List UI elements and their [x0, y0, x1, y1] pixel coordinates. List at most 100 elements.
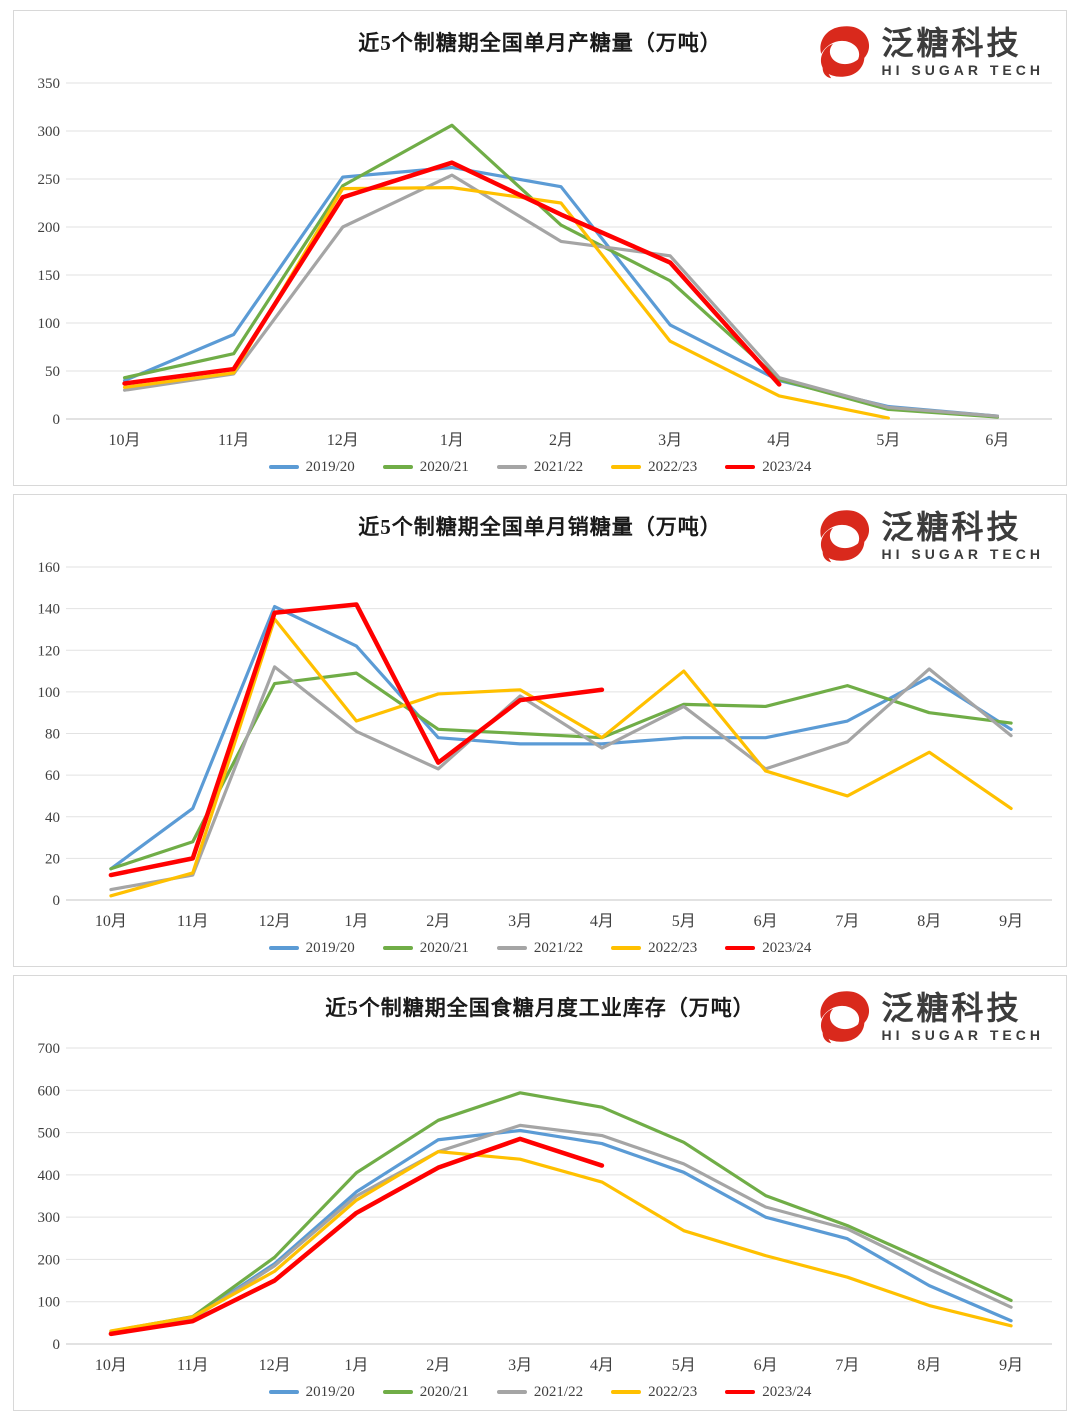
x-tick-label: 9月	[999, 1357, 1023, 1374]
y-tick-label: 100	[38, 685, 61, 701]
legend-swatch	[611, 1390, 642, 1394]
x-tick-label: 1月	[344, 913, 368, 930]
legend-swatch	[725, 465, 756, 469]
legend-swatch	[725, 946, 756, 950]
y-tick-label: 160	[38, 560, 61, 576]
x-tick-label: 4月	[590, 913, 614, 930]
series-line-2021/22	[122, 173, 1000, 418]
x-tick-label: 9月	[999, 913, 1023, 930]
x-tick-label: 5月	[876, 432, 900, 449]
chart-legend-sales: 2019/20 2020/21 2021/22 2022/23 2023/24	[14, 936, 1066, 960]
x-tick-label: 2月	[426, 1357, 450, 1374]
legend-item-2019/20: 2019/20	[268, 939, 355, 957]
legend-label: 2020/21	[419, 939, 469, 956]
y-tick-label: 300	[38, 1210, 61, 1226]
legend-label: 2021/22	[533, 939, 584, 956]
brand-name-cn: 泛糖科技	[881, 509, 1022, 545]
sugar-swirl-icon	[819, 991, 869, 1044]
x-tick-label: 6月	[754, 1357, 778, 1374]
y-tick-label: 40	[45, 810, 60, 826]
legend-item-2020/21: 2020/21	[382, 1383, 469, 1401]
legend-swatch	[382, 465, 413, 469]
panel-header: 近5个制糖期全国食糖月度工业库存（万吨） 泛糖科技 HI SUGAR TECH	[14, 986, 1066, 1044]
y-tick-label: 700	[38, 1041, 61, 1057]
brand-name-cn: 泛糖科技	[881, 25, 1022, 61]
y-tick-label: 200	[38, 1252, 61, 1268]
y-tick-label: 500	[38, 1126, 61, 1142]
legend-swatch	[725, 1390, 756, 1394]
legend-swatch	[382, 1390, 413, 1394]
legend-item-2021/22: 2021/22	[496, 1383, 584, 1401]
chart-title-sales: 近5个制糖期全国单月销糖量（万吨）	[358, 515, 722, 539]
legend-label: 2021/22	[533, 458, 584, 475]
x-tick-label: 12月	[259, 913, 291, 930]
legend-label: 2021/22	[533, 1383, 584, 1400]
brand-logo: 泛糖科技 HI SUGAR TECH	[814, 507, 1044, 565]
x-tick-label: 8月	[917, 1357, 941, 1374]
series-line-2021/22	[109, 1123, 1013, 1334]
x-tick-label: 11月	[177, 1357, 208, 1374]
legend-label: 2020/21	[419, 1383, 469, 1400]
legend-swatch	[496, 946, 527, 950]
y-tick-label: 600	[38, 1083, 61, 1099]
legend-label: 2023/24	[762, 458, 812, 475]
y-tick-label: 0	[53, 893, 61, 909]
y-tick-label: 120	[38, 643, 61, 659]
series-line-2023/24	[108, 1136, 605, 1337]
brand-name-en: HI SUGAR TECH	[881, 62, 1044, 78]
series-line-2020/21	[122, 123, 1000, 419]
y-tick-label: 350	[38, 76, 61, 92]
y-tick-label: 140	[38, 602, 61, 618]
legend-item-2020/21: 2020/21	[382, 459, 469, 476]
y-tick-label: 0	[53, 412, 61, 428]
x-tick-label: 3月	[658, 432, 682, 449]
x-tick-label: 4月	[767, 432, 791, 449]
legend-swatch	[268, 1390, 299, 1394]
x-tick-label: 10月	[95, 1357, 127, 1374]
y-tick-label: 80	[45, 727, 60, 743]
x-tick-label: 6月	[985, 432, 1009, 449]
x-tick-label: 10月	[109, 432, 141, 449]
line-chart-production: 0 50 100 150 200 250 300 350 10月 11月 12月 1月 2月 3月 4月 5月…	[38, 76, 1052, 449]
legend-item-2021/22: 2021/22	[496, 939, 584, 957]
series-line-2023/24	[122, 160, 782, 387]
brand-name-en: HI SUGAR TECH	[881, 546, 1044, 562]
legend-label: 2022/23	[648, 1383, 698, 1400]
y-tick-label: 150	[38, 268, 61, 284]
legend-item-2022/23: 2022/23	[611, 1384, 697, 1401]
x-tick-label: 1月	[344, 1357, 368, 1374]
brand-name-cn: 泛糖科技	[881, 990, 1022, 1026]
x-tick-label: 11月	[218, 432, 249, 449]
line-chart-inventory: 0 100 200 300 400 500 600 700 10月 11月 12月 1月 2月 3月 4月 5…	[38, 1041, 1052, 1374]
series-line-2022/23	[122, 186, 890, 420]
chart-title-production: 近5个制糖期全国单月产糖量（万吨）	[358, 31, 722, 55]
legend-item-2019/20: 2019/20	[268, 459, 355, 476]
legend-item-2023/24: 2023/24	[725, 459, 811, 476]
y-tick-label: 400	[38, 1168, 61, 1184]
legend-label: 2019/20	[305, 1383, 355, 1400]
brand-logo: 泛糖科技 HI SUGAR TECH	[814, 23, 1044, 81]
legend-swatch	[611, 946, 642, 950]
x-tick-label: 2月	[426, 913, 450, 930]
x-tick-label: 4月	[590, 1357, 614, 1374]
brand-logo: 泛糖科技 HI SUGAR TECH	[814, 988, 1044, 1046]
brand-name-en: HI SUGAR TECH	[881, 1027, 1044, 1043]
legend-label: 2019/20	[305, 939, 355, 956]
y-tick-label: 100	[38, 316, 61, 332]
sugar-swirl-icon	[819, 26, 869, 79]
legend-swatch	[496, 1390, 527, 1394]
chart-legend-production: 2019/20 2020/21 2021/22 2022/23 2023/24	[14, 455, 1066, 479]
series-line-2022/23	[109, 1149, 1013, 1333]
x-tick-label: 12月	[327, 432, 359, 449]
x-tick-label: 7月	[835, 913, 859, 930]
series-line-2021/22	[109, 665, 1013, 892]
y-tick-label: 100	[38, 1295, 61, 1311]
x-tick-label: 5月	[672, 913, 696, 930]
x-tick-label: 8月	[917, 913, 941, 930]
y-tick-label: 200	[38, 220, 61, 236]
x-tick-label: 7月	[835, 1357, 859, 1374]
legend-swatch	[382, 946, 413, 950]
chart-title-inventory: 近5个制糖期全国食糖月度工业库存（万吨）	[325, 996, 755, 1020]
x-tick-label: 10月	[95, 913, 127, 930]
legend-item-2019/20: 2019/20	[268, 1383, 355, 1401]
